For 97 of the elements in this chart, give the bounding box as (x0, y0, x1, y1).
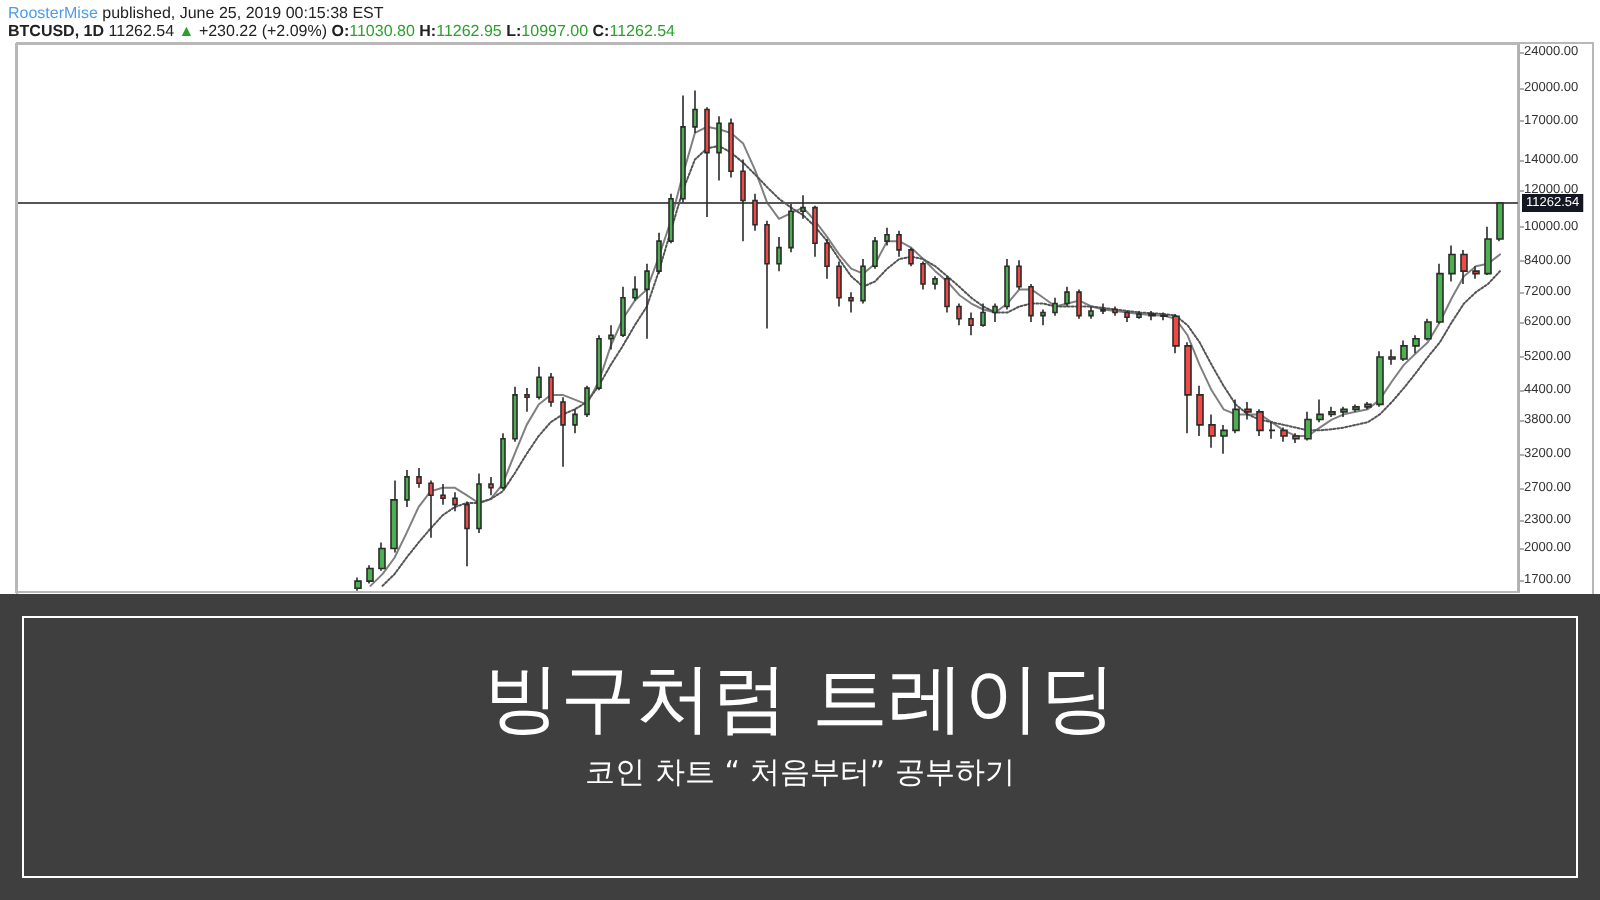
candlestick (1424, 317, 1432, 342)
candlestick (1496, 201, 1504, 242)
candlestick (572, 408, 578, 434)
candlestick (524, 387, 530, 413)
candlestick (488, 476, 494, 497)
candlestick (1328, 406, 1336, 418)
candlestick (620, 285, 626, 338)
candlestick (968, 311, 974, 337)
candlestick (920, 260, 926, 291)
candlestick (1400, 339, 1408, 362)
candlestick (560, 396, 566, 468)
candlestick (1472, 265, 1480, 280)
text: RoosterMise published, June 25, 2019 00:15:38 EST (8, 4, 384, 22)
candlestick (740, 158, 746, 242)
candlestick (824, 238, 830, 280)
candlestick (1196, 385, 1204, 437)
candlestick (1292, 432, 1300, 444)
candlestick (776, 236, 782, 272)
candlestick (980, 302, 986, 328)
candlestick (848, 291, 854, 314)
candlestick (812, 205, 818, 258)
candlestick (1208, 413, 1216, 449)
candlestick (1436, 263, 1444, 325)
candlestick (596, 334, 602, 392)
candlestick (1256, 408, 1264, 437)
candlestick (1100, 302, 1106, 315)
candlestick (1076, 288, 1082, 320)
candlestick (1268, 421, 1276, 440)
candlestick (860, 258, 866, 305)
candlestick (1016, 259, 1022, 291)
candlestick (1244, 401, 1252, 421)
candlestick (704, 106, 710, 218)
candlestick (932, 275, 938, 291)
candlestick (632, 275, 638, 302)
candlestick (354, 576, 362, 592)
text: BTCUSD, 1D 11262.54 ▲ +230.22 (+2.09%) O:11030.80 H:11262.95 L:10997.00 C:11262.54 (8, 22, 676, 40)
candlestick (992, 302, 998, 323)
candlestick (452, 491, 458, 512)
candlestick (1148, 310, 1156, 322)
candlestick (584, 385, 590, 418)
candlestick (884, 226, 890, 247)
candlestick (1040, 308, 1046, 327)
candlestick (1388, 348, 1396, 366)
candlestick (428, 479, 434, 539)
candlestick (1364, 401, 1372, 411)
candlestick (836, 260, 842, 308)
candlestick (1052, 296, 1058, 317)
candlestick (464, 500, 470, 568)
candlestick (728, 117, 734, 179)
candlestick (476, 472, 482, 534)
candlestick (644, 263, 650, 340)
candlestick (1088, 305, 1094, 320)
candlestick (440, 483, 446, 506)
candlestick (1220, 424, 1228, 455)
candlestick (1028, 283, 1034, 323)
candlestick (656, 231, 662, 275)
candlestick (788, 203, 794, 253)
candlestick (608, 324, 614, 351)
candlestick (1280, 426, 1288, 443)
candlestick (536, 366, 542, 401)
candlestick (872, 236, 878, 270)
candlestick (944, 275, 950, 314)
candlestick (1004, 258, 1010, 311)
candlestick (896, 229, 902, 258)
candlestick (404, 469, 410, 508)
candlestick (1064, 285, 1070, 308)
candlestick (752, 192, 758, 232)
candlestick (390, 479, 398, 554)
candlestick (1448, 244, 1456, 283)
candlestick (1232, 398, 1240, 434)
text: 코인 차트 “ 처음부터” 공부하기 (583, 752, 1017, 792)
candlestick (416, 467, 422, 489)
candlestick (366, 564, 374, 585)
candlestick (500, 432, 506, 490)
candlestick (1124, 310, 1130, 323)
candlestick (512, 385, 518, 443)
candlestick (800, 194, 806, 220)
candlestick (680, 94, 686, 204)
text: 빙구처럼 트레이딩 (481, 652, 1119, 744)
candlestick (764, 219, 770, 330)
candlestick (1316, 398, 1324, 423)
candlestick (1460, 249, 1468, 285)
candlestick (668, 192, 674, 245)
candlestick (716, 115, 722, 182)
candlestick (378, 541, 386, 572)
candlestick (1172, 313, 1180, 355)
candlestick (692, 89, 698, 134)
candlestick (1412, 334, 1420, 355)
candlestick (956, 302, 962, 327)
candlestick (548, 372, 554, 408)
candlestick (908, 246, 914, 268)
candlestick (1112, 305, 1118, 317)
candlestick (1376, 350, 1384, 408)
candlestick (1340, 406, 1348, 418)
candlestick (1304, 411, 1312, 442)
candlestick (1184, 341, 1192, 434)
candlestick (1484, 225, 1492, 276)
